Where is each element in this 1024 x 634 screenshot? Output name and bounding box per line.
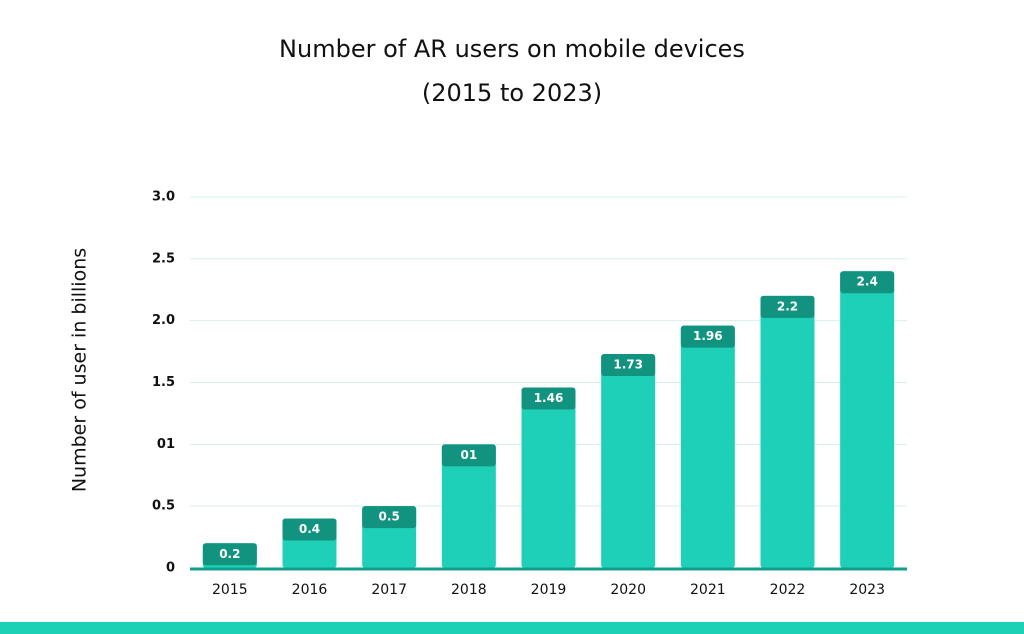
chart-subtitle: (2015 to 2023) (422, 79, 602, 107)
bar (441, 444, 496, 568)
value-label-bg (840, 271, 895, 294)
bar (760, 295, 815, 568)
x-tick-label: 2019 (531, 582, 567, 598)
value-label-bg (282, 518, 337, 541)
bar (601, 354, 656, 568)
value-label-bg (760, 295, 815, 318)
value-label-bg (362, 506, 417, 529)
value-label: 2.2 (777, 299, 798, 313)
value-label-bg (441, 444, 496, 467)
x-tick-label: 2017 (371, 582, 407, 598)
y-tick-label: 3.0 (152, 190, 175, 205)
x-tick-label: 2018 (451, 582, 487, 598)
value-label-bg (202, 543, 257, 566)
x-tick-label: 2020 (610, 582, 646, 598)
y-axis-label: Number of user in billions (69, 248, 91, 492)
value-label: 1.96 (693, 329, 723, 343)
value-label: 0.5 (379, 510, 400, 524)
bar (840, 271, 895, 568)
x-tick-label: 2022 (770, 582, 806, 598)
chart-title: Number of AR users on mobile devices (279, 35, 745, 63)
y-tick-label: 2.5 (152, 251, 175, 266)
value-label: 01 (460, 448, 477, 462)
footer-stripe (0, 622, 1024, 634)
value-label-bg (680, 325, 735, 348)
x-tick-label: 2023 (849, 582, 885, 598)
value-label: 0.4 (299, 522, 320, 536)
y-tick-label: 2.0 (152, 313, 175, 328)
value-label: 1.46 (534, 391, 564, 405)
value-label-bg (601, 354, 656, 377)
value-label: 1.73 (613, 358, 643, 372)
y-tick-label: 01 (157, 437, 175, 452)
bar (680, 325, 735, 568)
value-label: 0.2 (219, 547, 240, 561)
value-label: 2.4 (857, 275, 878, 289)
x-tick-label: 2015 (212, 582, 248, 598)
y-tick-label: 0 (166, 561, 175, 576)
y-tick-label: 1.5 (152, 375, 175, 390)
bar (521, 387, 576, 568)
value-label-bg (521, 387, 576, 410)
x-tick-label: 2016 (292, 582, 328, 598)
x-tick-label: 2021 (690, 582, 726, 598)
y-tick-label: 0.5 (152, 499, 175, 514)
